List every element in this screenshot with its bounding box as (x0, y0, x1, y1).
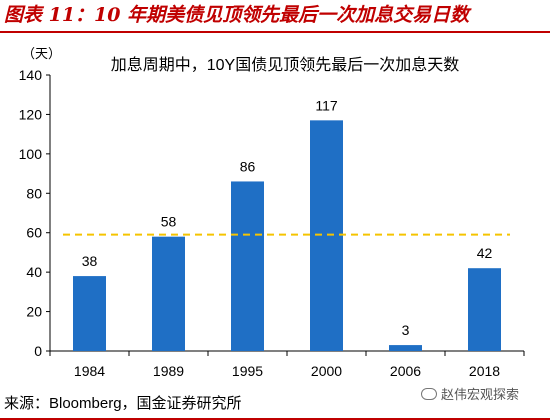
bar-chart: （天） 加息周期中，10Y国债见顶领先最后一次加息天数 0 20 40 60 80 100… (19, 46, 525, 379)
chart-unit-label: （天） (22, 46, 61, 61)
bottom-rule (0, 418, 550, 420)
bar-2000 (310, 120, 343, 351)
value-labels: 38 58 86 117 3 42 (82, 97, 493, 338)
value-label-1989: 58 (161, 214, 177, 230)
value-label-2018: 42 (477, 245, 493, 261)
value-label-2000: 117 (315, 97, 338, 113)
bar-2018 (468, 268, 501, 351)
figure-title: 图表 11：10 年期美债见顶领先最后一次加息交易日数 (4, 4, 470, 26)
watermark: 赵伟宏观探索 (421, 384, 519, 403)
source-note: 来源：Bloomberg，国金证券研究所 (4, 395, 242, 412)
x-tick-label: 1989 (153, 363, 184, 379)
value-label-2006: 3 (402, 322, 410, 338)
x-tick-label: 2000 (311, 363, 342, 379)
title-rule (0, 31, 550, 33)
x-ticks: 1984 1989 1995 2000 2006 2018 (49, 351, 525, 379)
y-ticks: 0 20 40 60 80 100 120 140 (19, 67, 50, 359)
y-tick-label: 80 (26, 185, 42, 201)
bar-1989 (152, 236, 185, 351)
watermark-text: 赵伟宏观探索 (441, 387, 520, 402)
x-tick-label: 2006 (390, 363, 421, 379)
y-tick-label: 100 (19, 146, 43, 162)
bar-1995 (231, 181, 264, 351)
y-tick-label: 120 (19, 106, 43, 122)
y-tick-label: 60 (26, 225, 42, 241)
y-tick-label: 140 (19, 67, 43, 83)
bar-1984 (73, 276, 106, 351)
value-label-1984: 38 (82, 253, 98, 269)
value-label-1995: 86 (240, 158, 256, 174)
y-tick-label: 20 (26, 304, 42, 320)
x-tick-label: 1995 (232, 363, 263, 379)
x-tick-label: 2018 (469, 363, 500, 379)
chart-title: 加息周期中，10Y国债见顶领先最后一次加息天数 (111, 56, 459, 74)
bar-2006 (389, 345, 422, 351)
y-tick-label: 40 (26, 264, 42, 280)
wechat-icon (421, 387, 437, 400)
y-tick-label: 0 (34, 343, 42, 359)
x-tick-label: 1984 (74, 363, 105, 379)
